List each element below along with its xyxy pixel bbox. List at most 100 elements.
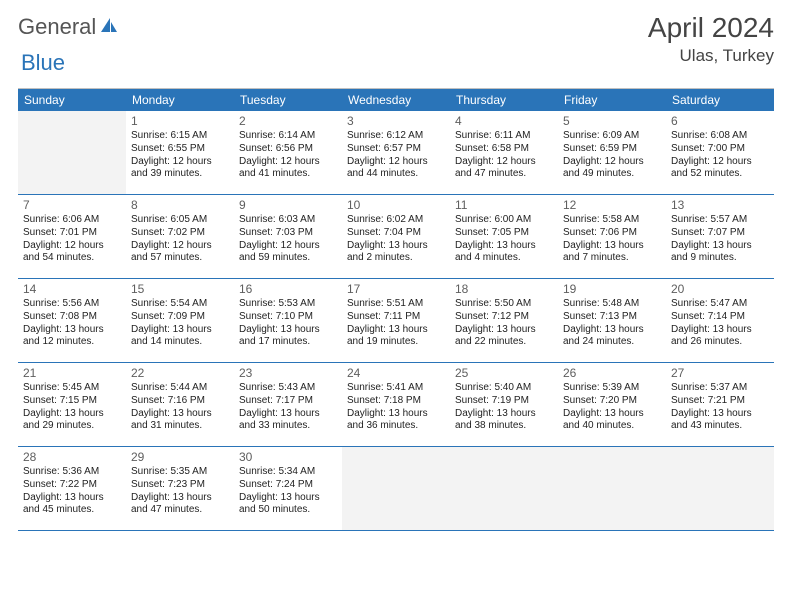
day-number: 23 [239, 366, 337, 380]
day-detail-line: and 29 minutes. [23, 420, 121, 433]
day-number: 2 [239, 114, 337, 128]
day-detail-line: Sunset: 7:19 PM [455, 395, 553, 408]
day-detail-line: Sunrise: 6:03 AM [239, 214, 337, 227]
day-detail-line: Sunrise: 5:40 AM [455, 382, 553, 395]
day-detail-line: and 14 minutes. [131, 336, 229, 349]
day-detail-line: Sunset: 7:06 PM [563, 227, 661, 240]
day-detail-line: and 59 minutes. [239, 252, 337, 265]
day-detail-line: and 22 minutes. [455, 336, 553, 349]
day-detail-line: and 44 minutes. [347, 168, 445, 181]
day-number: 15 [131, 282, 229, 296]
calendar-cell: 20Sunrise: 5:47 AMSunset: 7:14 PMDayligh… [666, 279, 774, 363]
day-detail-line: Sunrise: 6:12 AM [347, 130, 445, 143]
day-detail-line: Sunset: 7:05 PM [455, 227, 553, 240]
day-detail-line: Sunset: 7:03 PM [239, 227, 337, 240]
day-detail-line: Sunset: 6:56 PM [239, 143, 337, 156]
day-detail-line: and 47 minutes. [455, 168, 553, 181]
day-number: 16 [239, 282, 337, 296]
day-detail-line: and 4 minutes. [455, 252, 553, 265]
day-detail-line: Sunset: 7:20 PM [563, 395, 661, 408]
day-detail-line: Daylight: 12 hours [563, 156, 661, 169]
day-detail-line: Sunset: 7:24 PM [239, 479, 337, 492]
day-number: 1 [131, 114, 229, 128]
calendar-cell: 19Sunrise: 5:48 AMSunset: 7:13 PMDayligh… [558, 279, 666, 363]
day-detail-line: Sunset: 7:08 PM [23, 311, 121, 324]
day-detail-line: and 33 minutes. [239, 420, 337, 433]
day-detail-line: Sunrise: 6:15 AM [131, 130, 229, 143]
day-detail-line: Sunset: 7:15 PM [23, 395, 121, 408]
day-detail-line: Sunset: 7:18 PM [347, 395, 445, 408]
day-detail-line: Sunrise: 5:53 AM [239, 298, 337, 311]
calendar-cell-empty [342, 447, 450, 531]
day-detail-line: Sunrise: 6:05 AM [131, 214, 229, 227]
calendar-cell: 27Sunrise: 5:37 AMSunset: 7:21 PMDayligh… [666, 363, 774, 447]
day-number: 24 [347, 366, 445, 380]
calendar-cell: 14Sunrise: 5:56 AMSunset: 7:08 PMDayligh… [18, 279, 126, 363]
day-number: 3 [347, 114, 445, 128]
day-number: 27 [671, 366, 769, 380]
day-detail-line: and 26 minutes. [671, 336, 769, 349]
calendar-cell: 11 Sunrise: 6:00 AMSunset: 7:05 PMDayligh… [450, 195, 558, 279]
day-detail-line: Sunrise: 6:02 AM [347, 214, 445, 227]
day-detail-line: Daylight: 13 hours [23, 492, 121, 505]
day-detail-line: Daylight: 13 hours [23, 408, 121, 421]
calendar-cell: 8Sunrise: 6:05 AMSunset: 7:02 PMDaylight… [126, 195, 234, 279]
day-detail-line: Sunrise: 6:00 AM [455, 214, 553, 227]
day-detail-line: and 45 minutes. [23, 504, 121, 517]
day-detail-line: Daylight: 13 hours [347, 240, 445, 253]
calendar-cell: 10 Sunrise: 6:02 AMSunset: 7:04 PMDayligh… [342, 195, 450, 279]
day-detail-line: and 36 minutes. [347, 420, 445, 433]
day-detail-line: Daylight: 13 hours [455, 324, 553, 337]
day-detail-line: and 57 minutes. [131, 252, 229, 265]
calendar-cell-empty [558, 447, 666, 531]
day-detail-line: Daylight: 13 hours [671, 408, 769, 421]
day-detail-line: Sunset: 7:02 PM [131, 227, 229, 240]
day-detail-line: Sunrise: 5:56 AM [23, 298, 121, 311]
day-detail-line: Daylight: 12 hours [23, 240, 121, 253]
day-detail-line: Sunset: 7:13 PM [563, 311, 661, 324]
day-detail-line: and 54 minutes. [23, 252, 121, 265]
day-detail-line: Sunrise: 5:48 AM [563, 298, 661, 311]
day-number: 11 [455, 198, 553, 212]
day-detail-line: Sunset: 7:07 PM [671, 227, 769, 240]
calendar-cell: 12Sunrise: 5:58 AMSunset: 7:06 PMDayligh… [558, 195, 666, 279]
day-detail-line: Sunset: 6:57 PM [347, 143, 445, 156]
day-number: 30 [239, 450, 337, 464]
day-detail-line: Daylight: 12 hours [131, 240, 229, 253]
day-detail-line: Daylight: 12 hours [347, 156, 445, 169]
day-detail-line: Daylight: 13 hours [563, 240, 661, 253]
day-detail-line: Sunrise: 5:54 AM [131, 298, 229, 311]
day-detail-line: Daylight: 13 hours [563, 408, 661, 421]
day-detail-line: Sunset: 7:11 PM [347, 311, 445, 324]
calendar-cell: 3 Sunrise: 6:12 AMSunset: 6:57 PMDaylight… [342, 111, 450, 195]
day-number: 10 [347, 198, 445, 212]
calendar-cell: 13Sunrise: 5:57 AMSunset: 7:07 PMDayligh… [666, 195, 774, 279]
day-number: 13 [671, 198, 769, 212]
month-title: April 2024 [648, 12, 774, 44]
calendar-cell: 16Sunrise: 5:53 AMSunset: 7:10 PMDayligh… [234, 279, 342, 363]
calendar-cell-empty [666, 447, 774, 531]
calendar-cell: 18Sunrise: 5:50 AMSunset: 7:12 PMDayligh… [450, 279, 558, 363]
day-detail-line: Sunrise: 6:06 AM [23, 214, 121, 227]
weekday-header: Thursday [450, 89, 558, 111]
day-detail-line: Daylight: 13 hours [239, 492, 337, 505]
day-detail-line: Sunrise: 5:51 AM [347, 298, 445, 311]
calendar-cell: 29Sunrise: 5:35 AMSunset: 7:23 PMDayligh… [126, 447, 234, 531]
day-detail-line: Daylight: 13 hours [455, 240, 553, 253]
day-detail-line: and 12 minutes. [23, 336, 121, 349]
calendar-cell: 7Sunrise: 6:06 AMSunset: 7:01 PMDaylight… [18, 195, 126, 279]
day-detail-line: and 7 minutes. [563, 252, 661, 265]
day-detail-line: Sunset: 7:00 PM [671, 143, 769, 156]
day-detail-line: Daylight: 12 hours [131, 156, 229, 169]
day-detail-line: Daylight: 12 hours [671, 156, 769, 169]
day-detail-line: Sunset: 7:04 PM [347, 227, 445, 240]
calendar-cell: 4Sunrise: 6:11 AMSunset: 6:58 PMDaylight… [450, 111, 558, 195]
calendar-cell: 5Sunrise: 6:09 AMSunset: 6:59 PMDaylight… [558, 111, 666, 195]
weekday-header: Tuesday [234, 89, 342, 111]
day-number: 29 [131, 450, 229, 464]
location: Ulas, Turkey [648, 46, 774, 66]
day-detail-line: Sunrise: 5:47 AM [671, 298, 769, 311]
day-detail-line: and 2 minutes. [347, 252, 445, 265]
day-detail-line: Sunset: 7:10 PM [239, 311, 337, 324]
day-number: 5 [563, 114, 661, 128]
